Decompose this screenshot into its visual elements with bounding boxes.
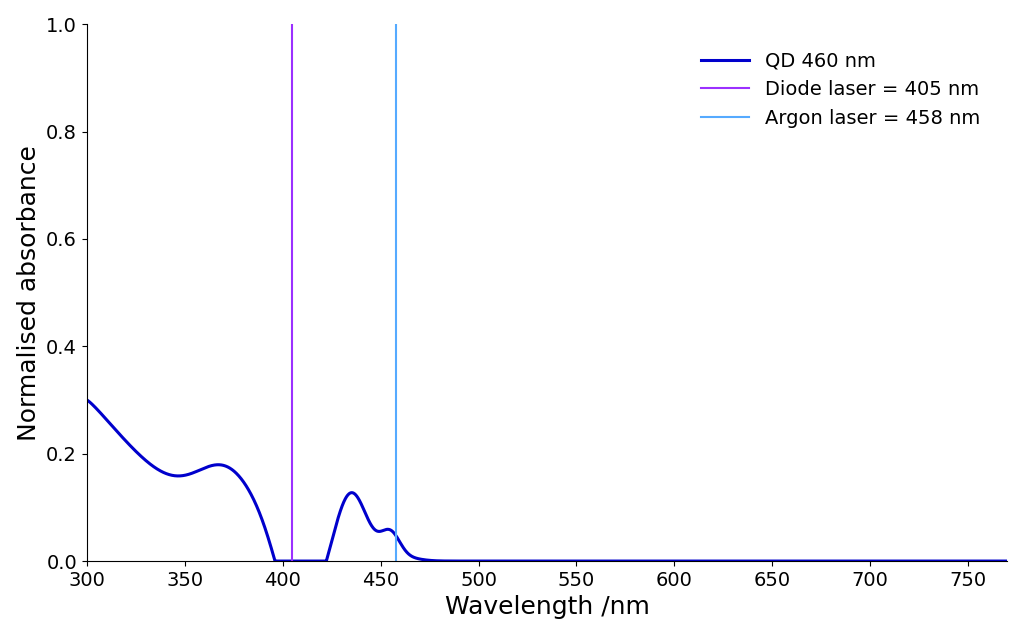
QD 460 nm	[434, 557, 446, 565]
QD 460 nm	[474, 557, 486, 565]
X-axis label: Wavelength /nm: Wavelength /nm	[444, 595, 649, 619]
QD 460 nm	[983, 557, 995, 565]
Legend: QD 460 nm, Diode laser = 405 nm, Argon laser = 458 nm: QD 460 nm, Diode laser = 405 nm, Argon l…	[693, 44, 988, 135]
Y-axis label: Normalised absorbance: Normalised absorbance	[16, 144, 41, 441]
QD 460 nm	[885, 557, 897, 565]
QD 460 nm	[185, 469, 198, 477]
QD 460 nm	[81, 396, 93, 404]
QD 460 nm	[1001, 557, 1014, 565]
Line: QD 460 nm: QD 460 nm	[87, 400, 1008, 561]
QD 460 nm	[269, 557, 282, 565]
QD 460 nm	[241, 483, 253, 490]
